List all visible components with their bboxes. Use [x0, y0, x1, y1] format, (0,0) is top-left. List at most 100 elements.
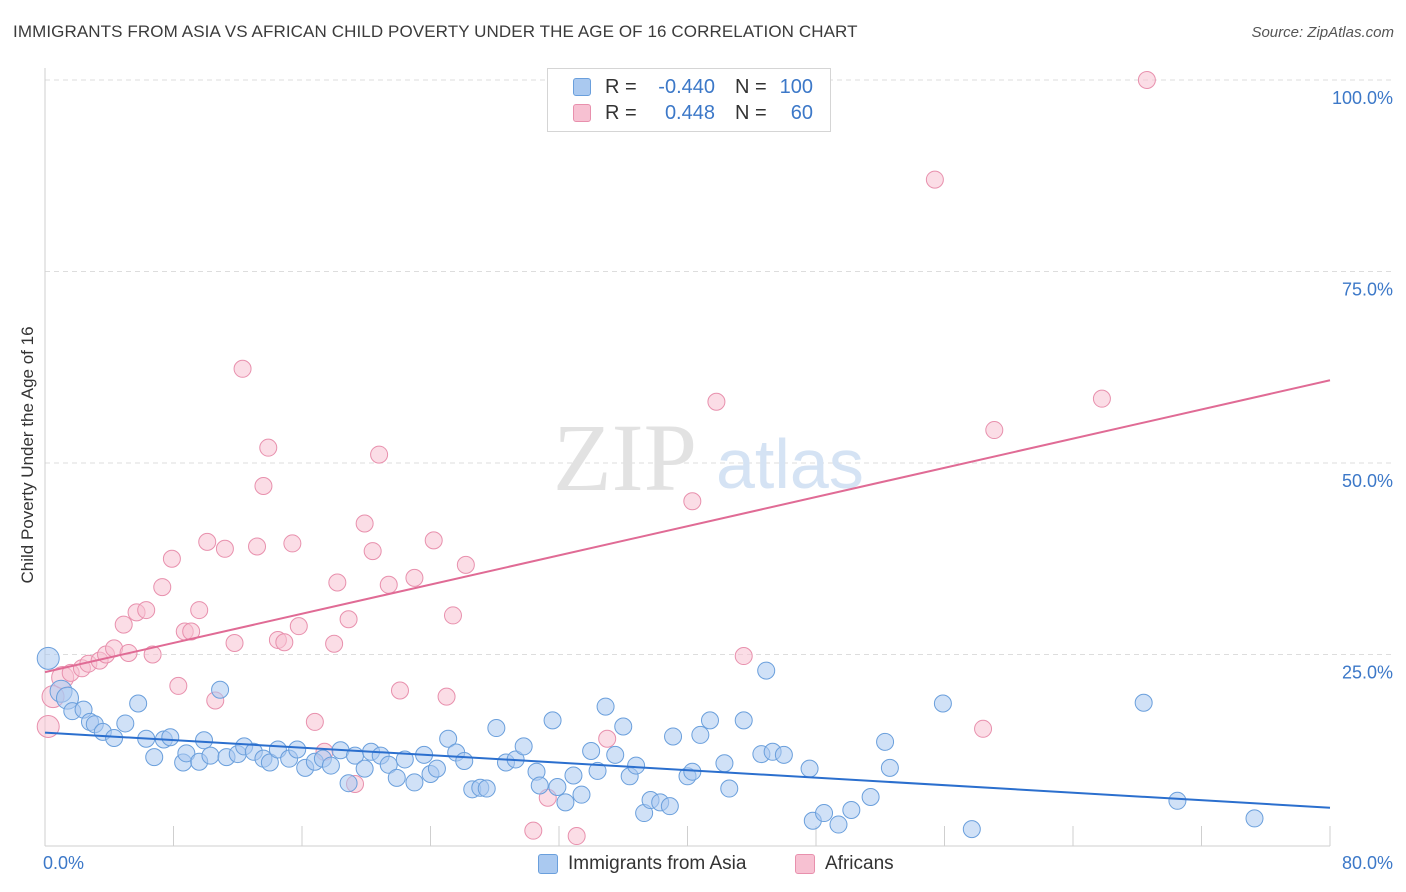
- asia-point: [514, 737, 533, 756]
- africa-point: [182, 622, 201, 641]
- asia-legend-label: Immigrants from Asia: [568, 853, 747, 874]
- asia-point: [177, 744, 196, 763]
- africa-point: [325, 634, 344, 653]
- asia-point: [339, 774, 358, 793]
- asia-point: [876, 732, 895, 751]
- asia-point: [582, 742, 601, 761]
- africa-point: [248, 537, 267, 556]
- africa-point: [390, 681, 409, 700]
- africa-point: [985, 421, 1004, 440]
- asia-point: [572, 785, 591, 804]
- africa-trend-line: [44, 379, 1331, 674]
- asia-point: [211, 680, 230, 699]
- asia-point: [36, 646, 60, 670]
- watermark-zip: ZIP: [553, 404, 697, 511]
- n-value-asia: 100: [779, 75, 813, 98]
- asia-point: [1245, 809, 1264, 828]
- africa-point: [283, 534, 302, 553]
- africa-point: [734, 647, 753, 666]
- africa-point: [355, 514, 374, 533]
- y-tick-label: 75.0%: [1342, 280, 1393, 300]
- legend-item-africa: Africans: [795, 851, 894, 877]
- asia-point: [800, 759, 819, 778]
- tick-labels: 25.0% 50.0% 75.0% 100.0% 0.0% 80.0%: [43, 88, 1393, 873]
- asia-points: [36, 646, 1264, 839]
- africa-point: [363, 542, 382, 561]
- chart-title: IMMIGRANTS FROM ASIA VS AFRICAN CHILD PO…: [13, 22, 858, 41]
- r-value-asia: -0.440: [658, 75, 715, 98]
- africa-point: [215, 539, 234, 558]
- asia-point: [387, 768, 406, 787]
- africa-point: [190, 601, 209, 620]
- africa-legend-swatch: [795, 854, 815, 874]
- asia-point: [596, 697, 615, 716]
- r-value-africa: 0.448: [664, 101, 715, 124]
- asia-point: [129, 694, 148, 713]
- asia-point: [614, 717, 633, 736]
- source-label: Source: ZipAtlas.com: [1251, 24, 1394, 41]
- africa-point: [169, 676, 188, 695]
- africa-point: [137, 601, 156, 620]
- asia-point: [195, 731, 214, 750]
- asia-point: [757, 661, 776, 680]
- asia-point: [355, 759, 374, 778]
- asia-point: [260, 753, 279, 772]
- n-label: N =: [735, 75, 767, 98]
- asia-point: [145, 748, 164, 767]
- africa-point: [1137, 71, 1156, 89]
- trend-lines: [44, 379, 1331, 809]
- y-tick-label: 100.0%: [1332, 88, 1393, 108]
- asia-point: [379, 755, 398, 774]
- legend-item-asia: Immigrants from Asia: [538, 851, 746, 877]
- africa-point: [233, 359, 252, 378]
- africa-point: [456, 555, 475, 574]
- asia-point: [774, 745, 793, 764]
- asia-point: [691, 725, 710, 744]
- africa-swatch: [573, 104, 591, 122]
- africa-point: [405, 568, 424, 587]
- africa-legend-label: Africans: [825, 853, 894, 874]
- asia-point: [842, 800, 861, 819]
- asia-point: [201, 746, 220, 765]
- y-tick-label: 25.0%: [1342, 663, 1393, 683]
- asia-point: [664, 727, 683, 746]
- asia-point: [321, 756, 340, 775]
- asia-point: [861, 787, 880, 806]
- r-label: R =: [605, 75, 637, 98]
- africa-point: [289, 617, 308, 636]
- africa-point: [225, 634, 244, 653]
- africa-point: [162, 549, 181, 568]
- x-tick-label: 80.0%: [1342, 853, 1393, 873]
- asia-point: [720, 779, 739, 798]
- asia-point: [543, 711, 562, 730]
- watermark: ZIP atlas: [553, 404, 864, 511]
- asia-point: [660, 797, 679, 816]
- asia-point: [734, 711, 753, 730]
- legend-row-africa: R = 0.448 N = 60: [573, 100, 813, 126]
- asia-point: [116, 714, 135, 733]
- africa-point: [259, 438, 278, 457]
- asia-point: [933, 694, 952, 713]
- africa-point: [424, 531, 443, 550]
- asia-point: [487, 719, 506, 738]
- asia-point: [405, 773, 424, 792]
- africa-point: [305, 712, 324, 731]
- n-label: N =: [735, 101, 767, 124]
- asia-swatch: [573, 78, 591, 96]
- africa-point: [683, 492, 702, 511]
- asia-point: [627, 756, 646, 775]
- asia-point: [161, 728, 180, 747]
- africa-point: [379, 575, 398, 594]
- africa-point: [974, 719, 993, 738]
- r-label: R =: [605, 101, 637, 124]
- africa-point: [198, 532, 217, 551]
- asia-point: [880, 758, 899, 777]
- africa-point: [114, 615, 133, 634]
- n-value-africa: 60: [790, 101, 813, 124]
- asia-point: [288, 740, 307, 759]
- asia-point: [1134, 693, 1153, 712]
- africa-point: [254, 476, 273, 495]
- africa-point: [707, 392, 726, 411]
- asia-point: [530, 776, 549, 795]
